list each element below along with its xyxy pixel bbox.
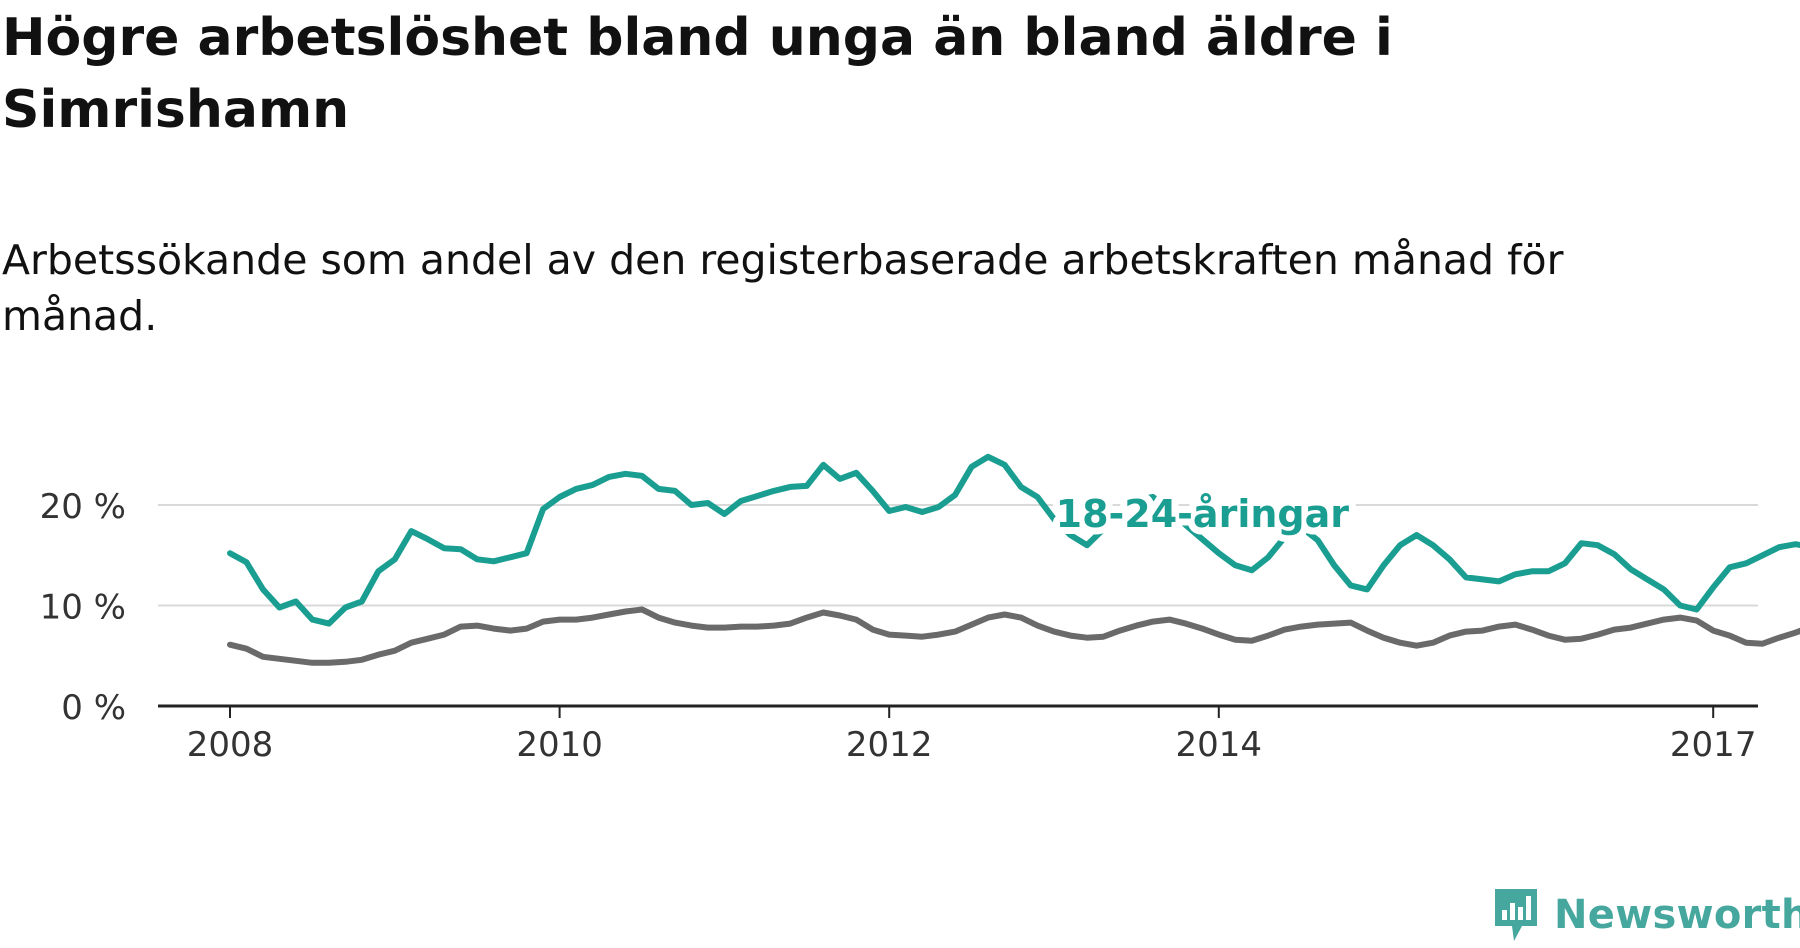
chart-title: Högre arbetslöshet bland unga än bland ä… [2,8,1393,140]
chart-subtitle: Arbetssökande som andel av den registerb… [2,236,1564,340]
line-chart: 0 %10 %20 % 2008201020122014201720192021… [40,453,1800,765]
newsworthy-logo-icon [1495,889,1537,941]
gridlines [158,504,1758,607]
y-axis-ticks: 0 % 10 % 20 % [40,487,126,728]
x-tick-label: 2010 [516,725,603,765]
y-tick-label: 0 % [61,688,126,728]
y-tick-label: 10 % [40,588,126,628]
annotation-halo: 18-24-åringar [1056,492,1350,536]
x-tick-label: 2008 [187,725,274,765]
x-tick-label: 2017 [1670,725,1757,765]
x-tick-label: 2014 [1176,725,1263,765]
y-tick-label: 20 % [40,487,126,527]
x-axis-ticks: 200820102012201420172019202120232025 [187,706,1757,765]
annotation-label-youth: 18-24-åringar [1056,492,1350,536]
series-lines [227,453,1800,666]
newsworthy-logo: Newsworthy [1492,886,1800,944]
series-line-youth [227,453,1800,627]
series-line-total [227,606,1800,666]
brand-name: Newsworthy [1554,892,1800,938]
x-tick-label: 2012 [846,725,933,765]
